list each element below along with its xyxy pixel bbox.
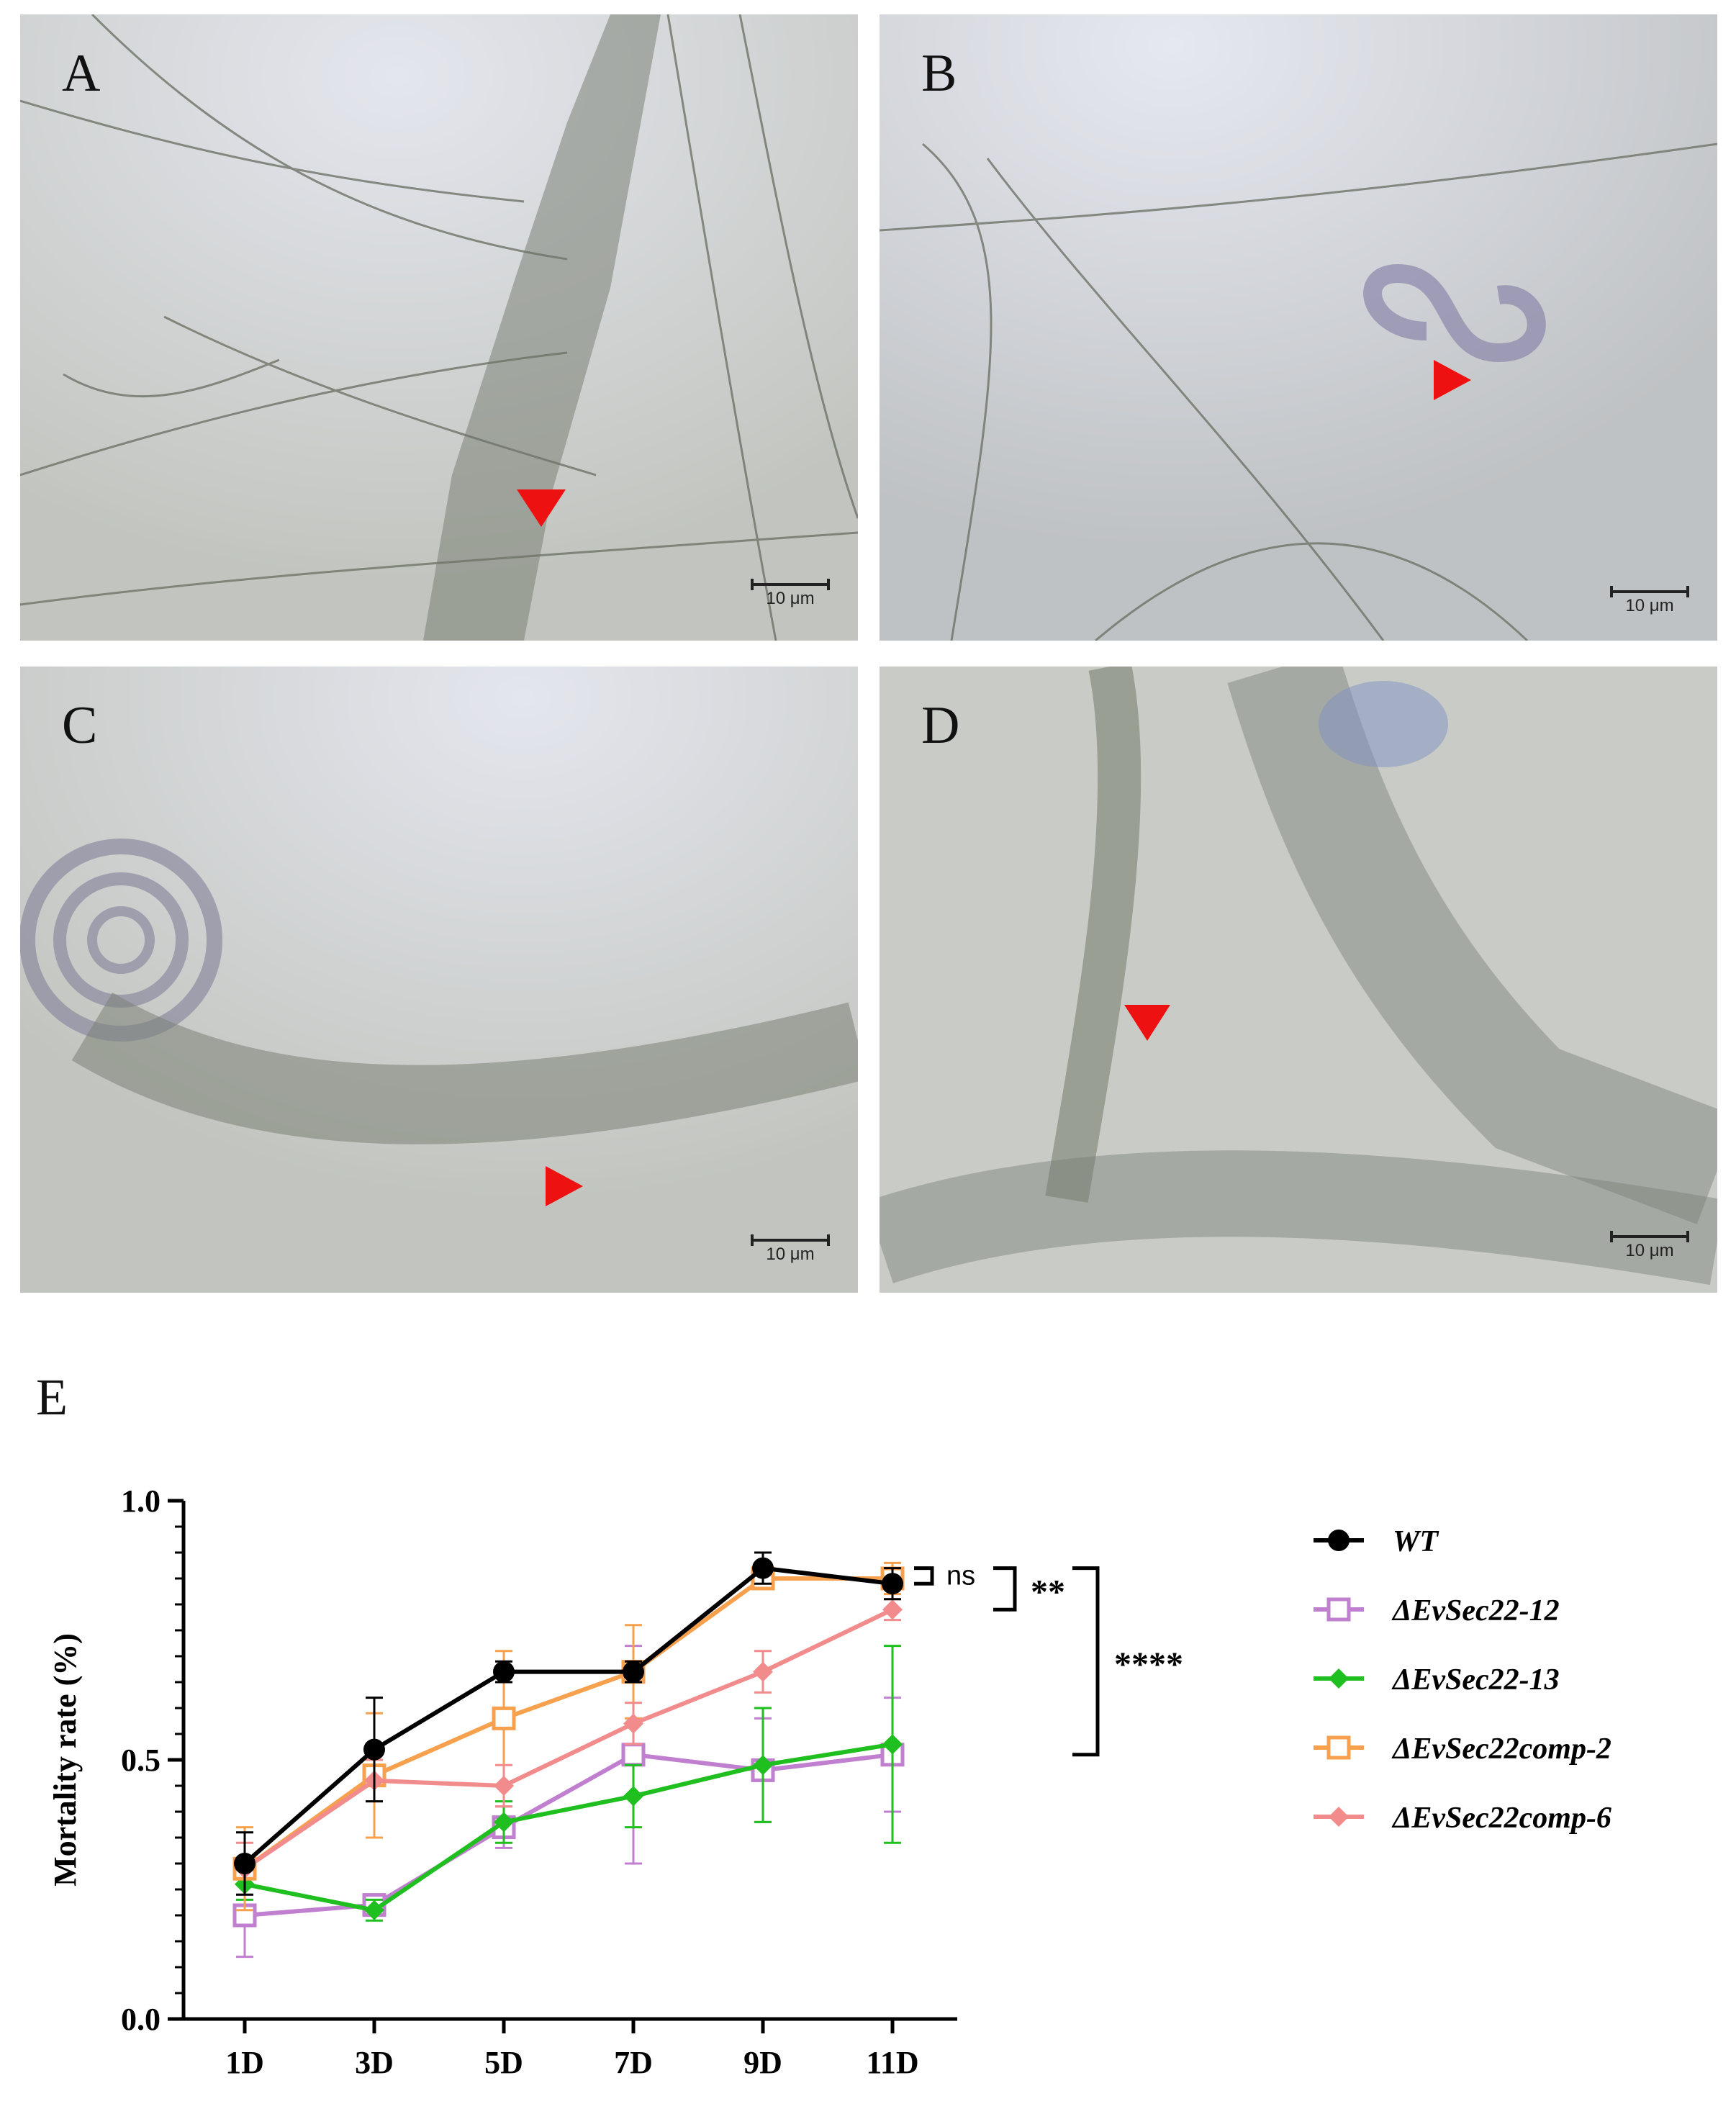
series-line — [244, 1742, 893, 1912]
series-line — [243, 1607, 894, 1871]
y-tick-label: 0.5 — [121, 1743, 161, 1778]
red-arrowhead-icon — [546, 1166, 583, 1206]
data-point — [234, 1853, 256, 1874]
scale-bar-label: 10 μm — [766, 589, 815, 608]
series-line — [243, 1566, 893, 1866]
micrograph-panel-a: A 10 μm — [20, 14, 858, 641]
scale-bar: 10 μm — [1610, 1231, 1689, 1261]
data-point — [882, 1599, 903, 1620]
y-tick-label: 1.0 — [121, 1483, 161, 1519]
x-tick-label: 11D — [866, 2045, 918, 2080]
micrograph-image-d — [880, 667, 1717, 1293]
x-tick-label: 3D — [355, 2045, 394, 2080]
data-point — [753, 1755, 773, 1776]
data-point — [621, 1743, 646, 1767]
scale-bar-label: 10 μm — [1625, 596, 1674, 615]
y-axis-label: Mortality rate (%) — [48, 1633, 83, 1887]
legend-label: ΔEvSec22comp-6 — [1391, 1802, 1611, 1835]
y-tick-label: 0.0 — [121, 2002, 161, 2037]
red-arrowhead-icon — [1124, 1005, 1170, 1041]
scale-bar-label: 10 μm — [766, 1245, 815, 1264]
data-point — [752, 1557, 774, 1579]
mortality-line-chart: 0.0 0.5 1.0 1D 3D 5D 7D 9D 11D Mortality rate (%)… — [48, 1483, 1611, 2080]
data-point — [623, 1713, 643, 1734]
data-point — [492, 1706, 516, 1730]
annotation-ns: ns — [946, 1560, 975, 1591]
red-arrowhead-icon — [1434, 360, 1471, 400]
micrograph-panel-d: D 10 μm — [880, 667, 1717, 1293]
series-line — [243, 1576, 892, 1871]
scale-bar: 10 μm — [751, 1234, 830, 1265]
panel-label: A — [62, 44, 101, 103]
legend-label: ΔEvSec22-13 — [1391, 1663, 1560, 1697]
data-point — [882, 1734, 903, 1755]
red-arrowhead-icon — [517, 489, 566, 527]
panel-e-label: E — [36, 1368, 68, 1426]
scale-bar: 10 μm — [751, 579, 830, 609]
data-point — [623, 1661, 644, 1683]
data-point — [882, 1573, 903, 1595]
annotation-4star: **** — [1114, 1645, 1183, 1684]
micrograph-image-c — [20, 667, 858, 1293]
legend-label: ΔEvSec22-12 — [1391, 1594, 1560, 1627]
legend-marker — [1326, 1597, 1351, 1622]
data-point — [753, 1661, 773, 1682]
micrograph-image-b — [880, 14, 1717, 641]
data-point — [493, 1661, 515, 1683]
x-tick-label: 9D — [743, 2045, 782, 2080]
scale-bar: 10 μm — [1610, 586, 1689, 616]
panel-label: C — [62, 696, 98, 755]
micrograph-panel-c: C 10 μm — [20, 667, 858, 1293]
bracket-4star — [1072, 1566, 1100, 1757]
micrograph-image-a — [20, 14, 858, 641]
data-point — [623, 1786, 643, 1807]
legend-label: WT — [1393, 1525, 1439, 1558]
panel-label: B — [921, 44, 957, 103]
x-tick-label: 5D — [484, 2045, 523, 2080]
legend-marker — [1326, 1735, 1351, 1760]
legend-label: ΔEvSec22comp-2 — [1391, 1733, 1611, 1766]
legend-marker — [1329, 1668, 1349, 1689]
scale-bar-label: 10 μm — [1625, 1241, 1674, 1260]
micrograph-panel-b: B 10 μm — [880, 14, 1717, 641]
data-point — [494, 1776, 514, 1796]
data-point — [363, 1738, 385, 1761]
legend-marker — [1328, 1530, 1350, 1551]
x-tick-label: 1D — [225, 2045, 264, 2080]
legend-marker — [1329, 1807, 1349, 1827]
bracket-ns — [914, 1566, 934, 1586]
bracket-2star — [993, 1566, 1017, 1612]
annotation-2star: ** — [1031, 1573, 1065, 1611]
panel-label: D — [921, 696, 960, 755]
data-point — [364, 1900, 384, 1920]
x-tick-label: 7D — [614, 2045, 653, 2080]
data-point — [494, 1812, 514, 1833]
